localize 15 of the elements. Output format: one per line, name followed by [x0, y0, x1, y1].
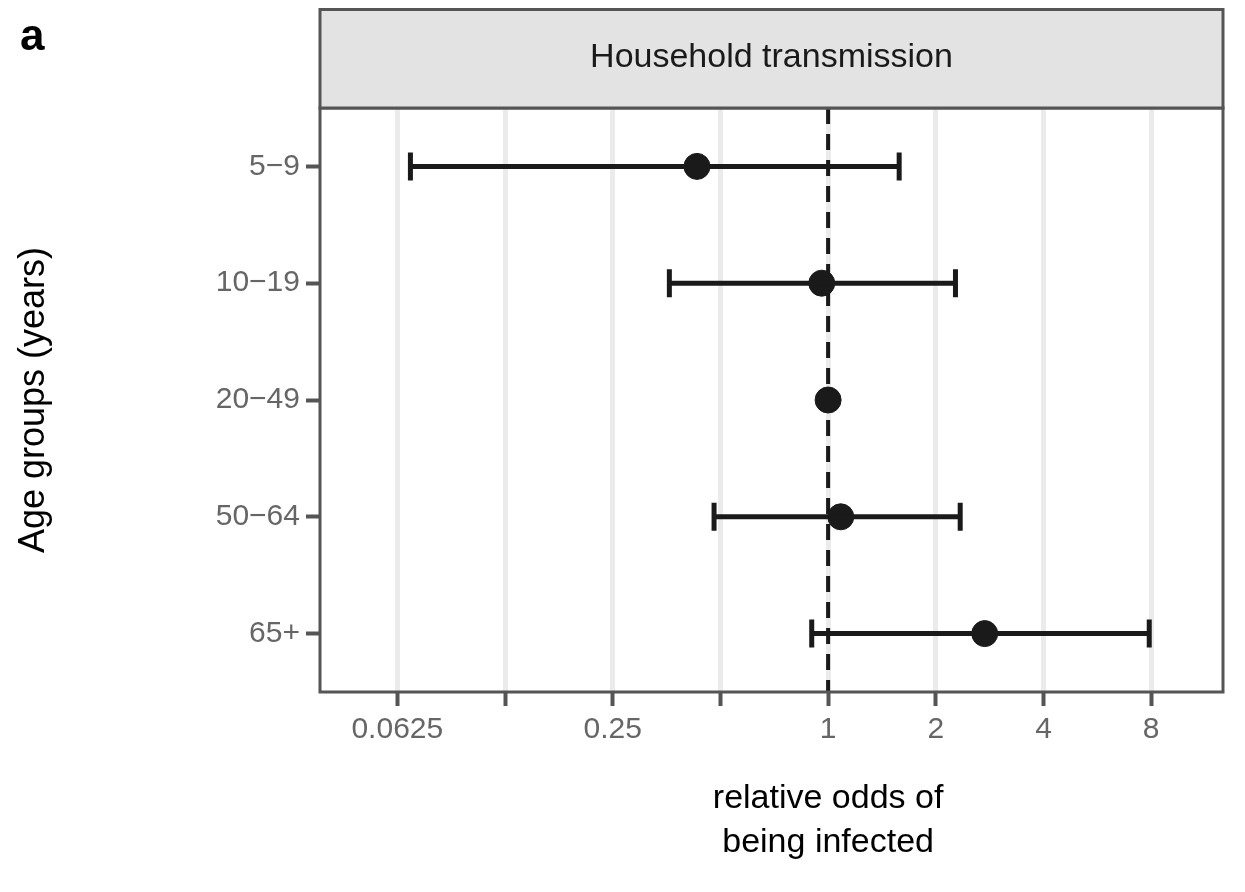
y-tick-label: 5−9 [249, 147, 300, 181]
y-tick-label: 50−64 [215, 498, 300, 532]
x-tick-label: 0.0625 [351, 711, 444, 745]
x-axis-title: relative odds of being infected [712, 777, 944, 860]
x-tick-label: 1 [819, 711, 837, 745]
y-tick-label: 20−49 [215, 381, 300, 415]
x-tick-label: 8 [1142, 711, 1160, 745]
x-tick-label: 4 [1035, 711, 1052, 745]
x-tick-label: 0.25 [583, 711, 642, 745]
x-tick-label: 2 [927, 711, 945, 745]
y-tick-label: 65+ [249, 614, 300, 648]
y-tick-label: 10−19 [215, 264, 300, 298]
text: a [20, 10, 45, 60]
chart-title: Household transmission [590, 36, 953, 75]
y-axis-title: Age groups (years) [10, 246, 52, 554]
